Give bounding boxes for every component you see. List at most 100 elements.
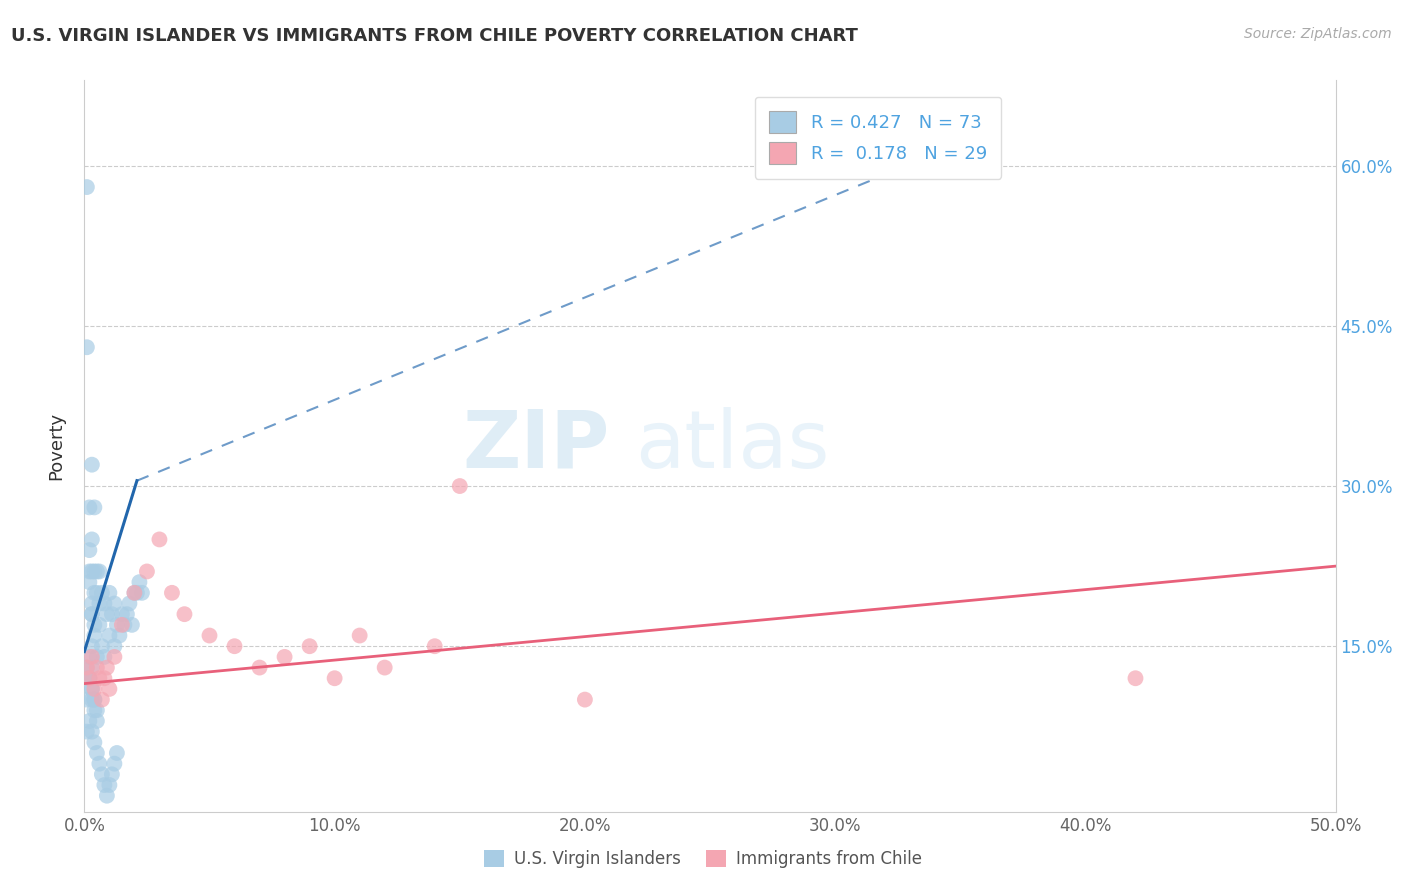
Point	[148, 533, 170, 547]
Point	[80, 533, 103, 547]
Text: Source: ZipAtlas.com: Source: ZipAtlas.com	[1244, 27, 1392, 41]
Point	[90, 639, 112, 653]
Point	[79, 671, 101, 685]
Point	[108, 628, 131, 642]
Point	[86, 703, 108, 717]
Text: U.S. VIRGIN ISLANDER VS IMMIGRANTS FROM CHILE POVERTY CORRELATION CHART: U.S. VIRGIN ISLANDER VS IMMIGRANTS FROM …	[11, 27, 858, 45]
Text: ZIP: ZIP	[463, 407, 610, 485]
Point	[86, 565, 108, 579]
Point	[93, 597, 115, 611]
Point	[89, 618, 111, 632]
Point	[86, 660, 108, 674]
Point	[423, 639, 446, 653]
Point	[96, 789, 118, 803]
Point	[323, 671, 346, 685]
Point	[105, 618, 128, 632]
Point	[80, 607, 103, 622]
Point	[80, 681, 103, 696]
Point	[83, 565, 105, 579]
Legend: U.S. Virgin Islanders, Immigrants from Chile: U.S. Virgin Islanders, Immigrants from C…	[478, 843, 928, 875]
Point	[89, 565, 111, 579]
Point	[80, 681, 103, 696]
Point	[349, 628, 371, 642]
Point	[79, 671, 101, 685]
Point	[124, 586, 146, 600]
Point	[86, 586, 108, 600]
Point	[76, 180, 98, 194]
Point	[98, 681, 121, 696]
Point	[80, 649, 103, 664]
Point	[374, 660, 396, 674]
Point	[83, 586, 105, 600]
Point	[105, 746, 128, 760]
Point	[76, 692, 98, 706]
Point	[121, 618, 143, 632]
Point	[1125, 671, 1147, 685]
Point	[83, 681, 105, 696]
Point	[125, 586, 148, 600]
Point	[76, 340, 98, 354]
Point	[89, 597, 111, 611]
Point	[93, 649, 115, 664]
Point	[98, 778, 121, 792]
Point	[112, 618, 135, 632]
Y-axis label: Poverty: Poverty	[48, 412, 66, 480]
Point	[90, 692, 112, 706]
Point	[103, 597, 125, 611]
Point	[574, 692, 596, 706]
Point	[89, 756, 111, 771]
Point	[449, 479, 471, 493]
Point	[93, 778, 115, 792]
Point	[83, 703, 105, 717]
Point	[76, 660, 98, 674]
Point	[80, 565, 103, 579]
Point	[80, 724, 103, 739]
Point	[98, 628, 121, 642]
Point	[101, 607, 124, 622]
Point	[79, 565, 101, 579]
Point	[76, 724, 98, 739]
Point	[118, 597, 141, 611]
Legend: R = 0.427   N = 73, R =  0.178   N = 29: R = 0.427 N = 73, R = 0.178 N = 29	[755, 96, 1001, 178]
Point	[103, 639, 125, 653]
Point	[79, 500, 101, 515]
Point	[79, 543, 101, 558]
Point	[86, 714, 108, 728]
Point	[298, 639, 321, 653]
Point	[198, 628, 221, 642]
Point	[83, 618, 105, 632]
Point	[79, 714, 101, 728]
Point	[83, 735, 105, 749]
Point	[80, 660, 103, 674]
Point	[90, 586, 112, 600]
Point	[83, 628, 105, 642]
Point	[98, 586, 121, 600]
Point	[103, 756, 125, 771]
Point	[160, 586, 183, 600]
Point	[79, 649, 101, 664]
Point	[80, 597, 103, 611]
Point	[79, 671, 101, 685]
Point	[136, 565, 159, 579]
Point	[249, 660, 271, 674]
Point	[124, 586, 146, 600]
Point	[273, 649, 295, 664]
Point	[76, 660, 98, 674]
Point	[86, 746, 108, 760]
Point	[96, 660, 118, 674]
Point	[103, 649, 125, 664]
Point	[111, 618, 134, 632]
Point	[80, 692, 103, 706]
Point	[83, 692, 105, 706]
Point	[224, 639, 246, 653]
Point	[83, 692, 105, 706]
Point	[83, 500, 105, 515]
Point	[80, 458, 103, 472]
Point	[80, 639, 103, 653]
Point	[86, 649, 108, 664]
Point	[79, 575, 101, 590]
Text: atlas: atlas	[636, 407, 830, 485]
Point	[79, 671, 101, 685]
Point	[90, 767, 112, 781]
Point	[89, 671, 111, 685]
